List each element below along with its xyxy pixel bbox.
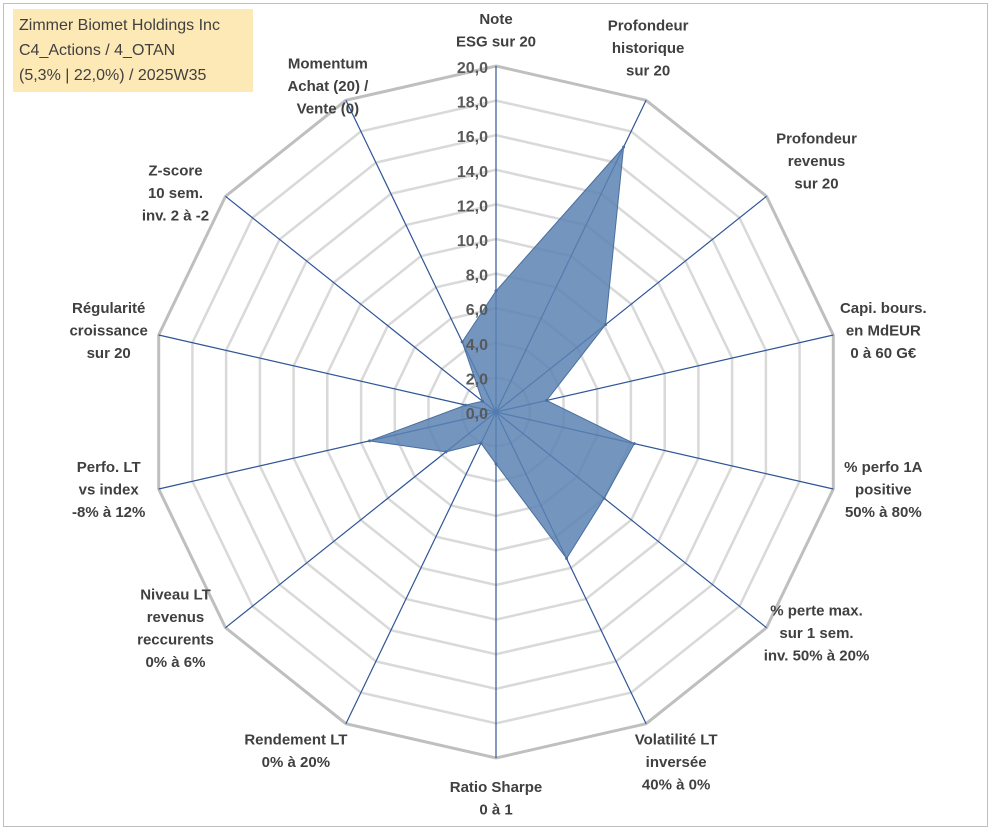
- axis-label-line: inv. 2 à -2: [142, 207, 209, 224]
- data-point: [479, 441, 483, 445]
- axis-label-line: Niveau LT: [140, 587, 211, 604]
- axis-label-line: -8% à 12%: [72, 504, 145, 521]
- data-point: [464, 403, 468, 407]
- axis-label-line: Perfo. LT: [77, 459, 141, 476]
- axis-label-line: 0 à 60 G€: [850, 345, 917, 362]
- axis-label-line: reccurents: [137, 632, 214, 649]
- axis-spoke: [158, 334, 497, 413]
- axis-label-line: Volatilité LT: [635, 732, 718, 749]
- axis-label: Momentum Achat (20) / Vente (0): [287, 55, 369, 117]
- axis-label-line: inv. 50% à 20%: [764, 648, 870, 665]
- axis-label: Profondeur revenus sur 20: [776, 130, 857, 192]
- axis-label: Niveau LT revenus reccurents 0% à 6%: [137, 587, 214, 672]
- data-point: [602, 496, 606, 500]
- axis-label: Perfo. LT vs index -8% à 12%: [72, 459, 145, 521]
- axis-label-line: inversée: [646, 754, 707, 771]
- axis-label: Rendement LT 0% à 20%: [244, 732, 347, 772]
- data-point: [368, 439, 371, 443]
- axis-label-line: Vente (0): [297, 100, 360, 117]
- axis-label-line: sur 20: [626, 62, 670, 79]
- axis-label-line: Ratio Sharpe: [450, 779, 543, 796]
- axis-label: Profondeur historique sur 20: [608, 17, 689, 79]
- data-point: [565, 557, 569, 560]
- axis-label: Volatilité LT inversée 40% à 0%: [635, 732, 718, 794]
- tick-label: 0,0: [466, 406, 488, 423]
- title-box: Zimmer Biomet Holdings Inc C4_Actions / …: [13, 9, 253, 92]
- axis-label-line: 10 sem.: [148, 185, 203, 202]
- axis-label-line: Rendement LT: [244, 732, 347, 749]
- tick-label: 12,0: [457, 198, 488, 215]
- axis-label-line: ESG sur 20: [456, 34, 536, 51]
- axis-label-line: sur 20: [794, 175, 838, 192]
- axis-label-line: 50% à 80%: [845, 504, 922, 521]
- data-point: [481, 399, 484, 403]
- axis-label: Régularité croissance sur 20: [69, 300, 147, 362]
- tick-label: 14,0: [457, 164, 488, 181]
- axis-label-line: revenus: [147, 609, 205, 626]
- axis-label: % perte max. sur 1 sem. inv. 50% à 20%: [764, 603, 870, 665]
- axis-label-line: revenus: [788, 153, 846, 170]
- data-point: [444, 450, 448, 454]
- data-point: [604, 323, 608, 327]
- axis-label: Z-score 10 sem. inv. 2 à -2: [142, 162, 209, 224]
- axis-label-line: vs index: [79, 481, 140, 498]
- tick-label: 2,0: [466, 371, 488, 388]
- axis-label-line: Z-score: [148, 162, 202, 179]
- axis-label-line: Achat (20) /: [287, 78, 369, 95]
- axis-label-line: 0 à 1: [479, 802, 512, 819]
- axis-label-line: Régularité: [72, 300, 145, 317]
- title-line-1: Zimmer Biomet Holdings Inc: [19, 17, 220, 34]
- axis-label-line: historique: [612, 40, 685, 57]
- axis-label-line: Capi. bours.: [840, 300, 927, 317]
- axis-label-line: sur 1 sem.: [779, 625, 853, 642]
- data-point: [545, 399, 549, 402]
- axis-label: % perfo 1A positive 50% à 80%: [844, 459, 923, 521]
- tick-label: 6,0: [466, 302, 488, 319]
- axis-label-line: 0% à 6%: [145, 654, 205, 671]
- title-line-2: C4_Actions / 4_OTAN: [19, 42, 176, 59]
- axis-label-line: % perte max.: [770, 603, 863, 620]
- axis-spoke: [345, 411, 497, 724]
- data-point: [494, 289, 498, 293]
- title-line-3: (5,3% | 22,0%) / 2025W35: [19, 67, 207, 84]
- tick-label: 20,0: [457, 60, 488, 77]
- axis-label-line: positive: [855, 481, 912, 498]
- axis-label: Capi. bours. en MdEUR 0 à 60 G€: [840, 300, 927, 362]
- data-point: [632, 442, 636, 446]
- axis-label-line: 40% à 0%: [642, 777, 710, 794]
- axis-label-line: Profondeur: [776, 130, 857, 147]
- tick-label: 4,0: [466, 337, 488, 354]
- axis-label: Ratio Sharpe 0 à 1: [450, 779, 543, 819]
- axis-spoke: [495, 334, 834, 413]
- axis-label-line: 0% à 20%: [262, 754, 330, 771]
- tick-label: 16,0: [457, 129, 488, 146]
- axis-label-line: en MdEUR: [846, 323, 921, 340]
- axis-label-line: sur 20: [87, 345, 131, 362]
- axis-label-line: croissance: [69, 323, 147, 340]
- data-area: [369, 145, 635, 560]
- tick-label: 18,0: [457, 95, 488, 112]
- tick-label: 8,0: [466, 268, 488, 285]
- axis-label-line: Profondeur: [608, 17, 689, 34]
- axis-label-line: % perfo 1A: [844, 459, 923, 476]
- axis-label-line: Momentum: [288, 55, 368, 72]
- axis-label-line: Note: [479, 11, 512, 28]
- axis-label: Note ESG sur 20: [456, 11, 536, 51]
- data-point: [494, 462, 498, 466]
- axis-spoke: [225, 195, 497, 413]
- tick-label: 10,0: [457, 233, 488, 250]
- data-point: [460, 340, 464, 344]
- data-point: [622, 145, 626, 149]
